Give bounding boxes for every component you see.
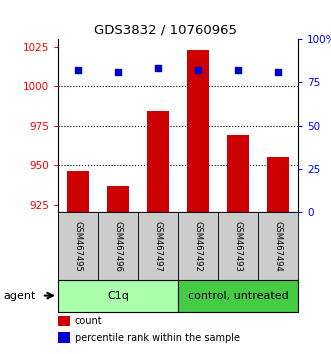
Text: agent: agent [3,291,36,301]
Bar [58,316,70,326]
Bar [258,212,298,280]
Text: GSM467493: GSM467493 [233,221,242,272]
Bar [107,185,129,212]
Bar [178,280,298,312]
Bar [58,212,98,280]
Point [235,67,241,73]
Bar [138,212,178,280]
Point [115,69,120,75]
Bar [67,171,89,212]
Text: GSM467495: GSM467495 [73,221,82,272]
Text: percentile rank within the sample: percentile rank within the sample [75,333,240,343]
Bar [58,280,178,312]
Text: control, untreated: control, untreated [188,291,288,301]
Text: C1q: C1q [107,291,129,301]
Point [75,67,80,73]
Bar [147,112,169,212]
Text: GDS3832 / 10760965: GDS3832 / 10760965 [94,23,237,36]
Text: GSM467497: GSM467497 [153,221,163,272]
Bar [178,212,218,280]
Text: GSM467492: GSM467492 [193,221,203,272]
Bar [98,212,138,280]
Bar [227,135,249,212]
Point [155,65,161,71]
Bar [187,50,209,212]
Text: GSM467496: GSM467496 [114,221,122,272]
Bar [267,157,289,212]
Bar [58,332,70,343]
Text: GSM467494: GSM467494 [273,221,282,272]
Point [275,69,281,75]
Bar [218,212,258,280]
Point [195,67,201,73]
Text: count: count [75,316,102,326]
